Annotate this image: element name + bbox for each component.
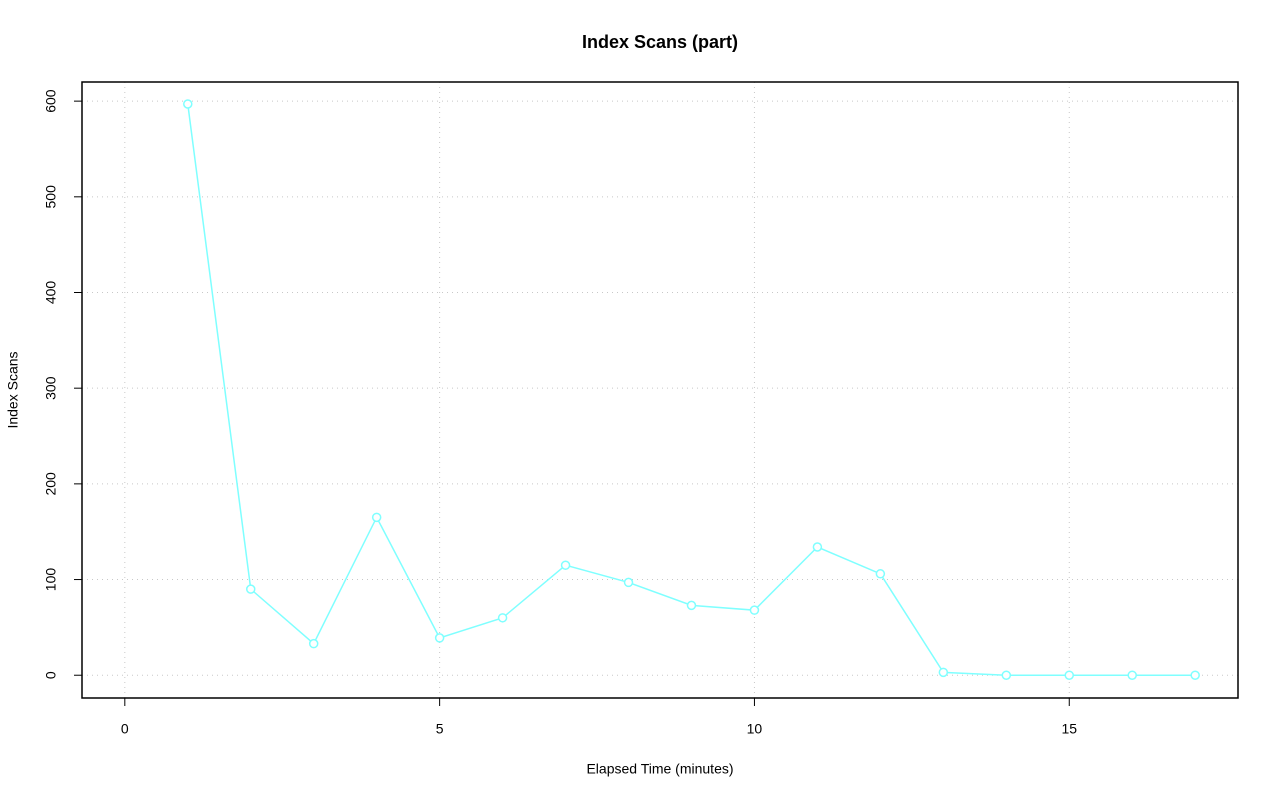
x-tick-label: 5 bbox=[436, 721, 444, 737]
y-tick-label: 200 bbox=[43, 472, 59, 496]
y-axis-label: Index Scans bbox=[5, 351, 21, 428]
data-point bbox=[245, 584, 256, 594]
data-point bbox=[308, 638, 319, 649]
data-point bbox=[1190, 670, 1200, 680]
data-point bbox=[1064, 670, 1075, 680]
y-tick-label: 300 bbox=[43, 376, 59, 400]
data-point bbox=[560, 560, 571, 570]
data-point bbox=[812, 542, 823, 552]
chart-title: Index Scans (part) bbox=[582, 32, 738, 52]
data-point bbox=[875, 569, 886, 579]
data-point bbox=[938, 667, 949, 678]
plot-frame bbox=[81, 81, 1239, 699]
data-point bbox=[1127, 670, 1137, 680]
data-point bbox=[749, 605, 760, 615]
y-tick-label: 600 bbox=[43, 89, 59, 113]
data-point bbox=[686, 600, 697, 611]
data-point bbox=[1001, 670, 1012, 680]
data-point bbox=[371, 512, 382, 523]
x-axis-label: Elapsed Time (minutes) bbox=[586, 761, 733, 777]
y-tick-label: 0 bbox=[43, 671, 59, 679]
data-point bbox=[434, 633, 445, 643]
data-point bbox=[623, 577, 634, 588]
y-tick-label: 500 bbox=[43, 185, 59, 209]
data-point bbox=[183, 99, 193, 109]
y-tick-label: 400 bbox=[43, 281, 59, 305]
data-point bbox=[497, 613, 508, 623]
x-tick-label: 15 bbox=[1061, 721, 1077, 737]
y-tick-label: 100 bbox=[43, 568, 59, 592]
x-tick-label: 0 bbox=[121, 721, 129, 737]
x-tick-label: 10 bbox=[747, 721, 763, 737]
series-line bbox=[187, 103, 1196, 676]
